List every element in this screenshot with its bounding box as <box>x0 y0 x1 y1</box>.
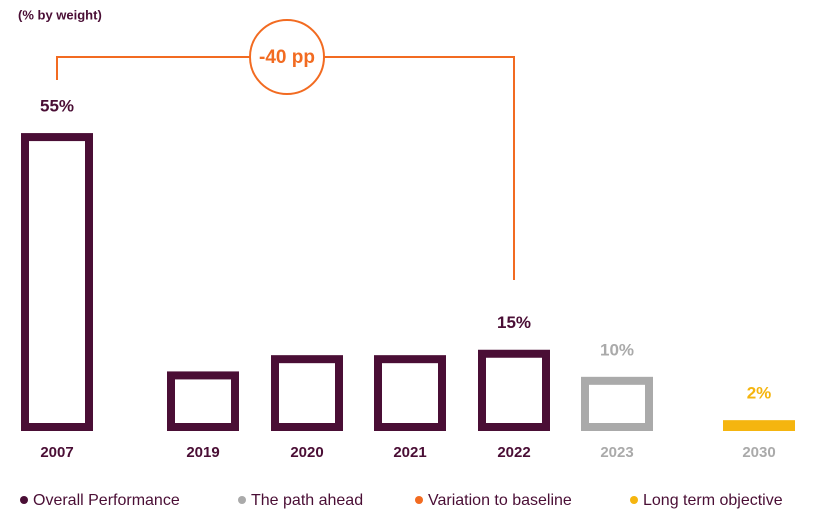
legend-label: Overall Performance <box>33 492 180 509</box>
x-tick-label: 2023 <box>600 444 633 461</box>
x-tick-label: 2022 <box>497 444 530 461</box>
bar <box>21 133 93 431</box>
annotation-circle <box>249 19 325 95</box>
value-label: 10% <box>600 340 634 359</box>
annotation-text: -40 pp <box>259 47 315 68</box>
bar <box>581 376 653 432</box>
value-label: 2% <box>747 384 772 403</box>
value-label: 55% <box>40 97 74 116</box>
legend-dot <box>630 496 638 504</box>
legend-dot <box>20 496 28 504</box>
bar <box>723 420 795 431</box>
x-tick-label: 2019 <box>186 444 219 461</box>
value-label: 15% <box>497 313 531 332</box>
legend-label: Long term objective <box>643 492 783 509</box>
x-tick-label: 2020 <box>290 444 323 461</box>
legend-label: Variation to baseline <box>428 492 572 509</box>
legend-dot <box>238 496 246 504</box>
bar <box>374 355 446 431</box>
x-tick-label: 2021 <box>393 444 426 461</box>
bar <box>478 349 550 431</box>
x-tick-label: 2007 <box>40 444 73 461</box>
bar <box>167 371 239 431</box>
legend-label: The path ahead <box>251 492 363 509</box>
chart-subtitle: (% by weight) <box>18 7 102 22</box>
bar <box>271 355 343 431</box>
legend-dot <box>415 496 423 504</box>
x-tick-label: 2030 <box>742 444 775 461</box>
